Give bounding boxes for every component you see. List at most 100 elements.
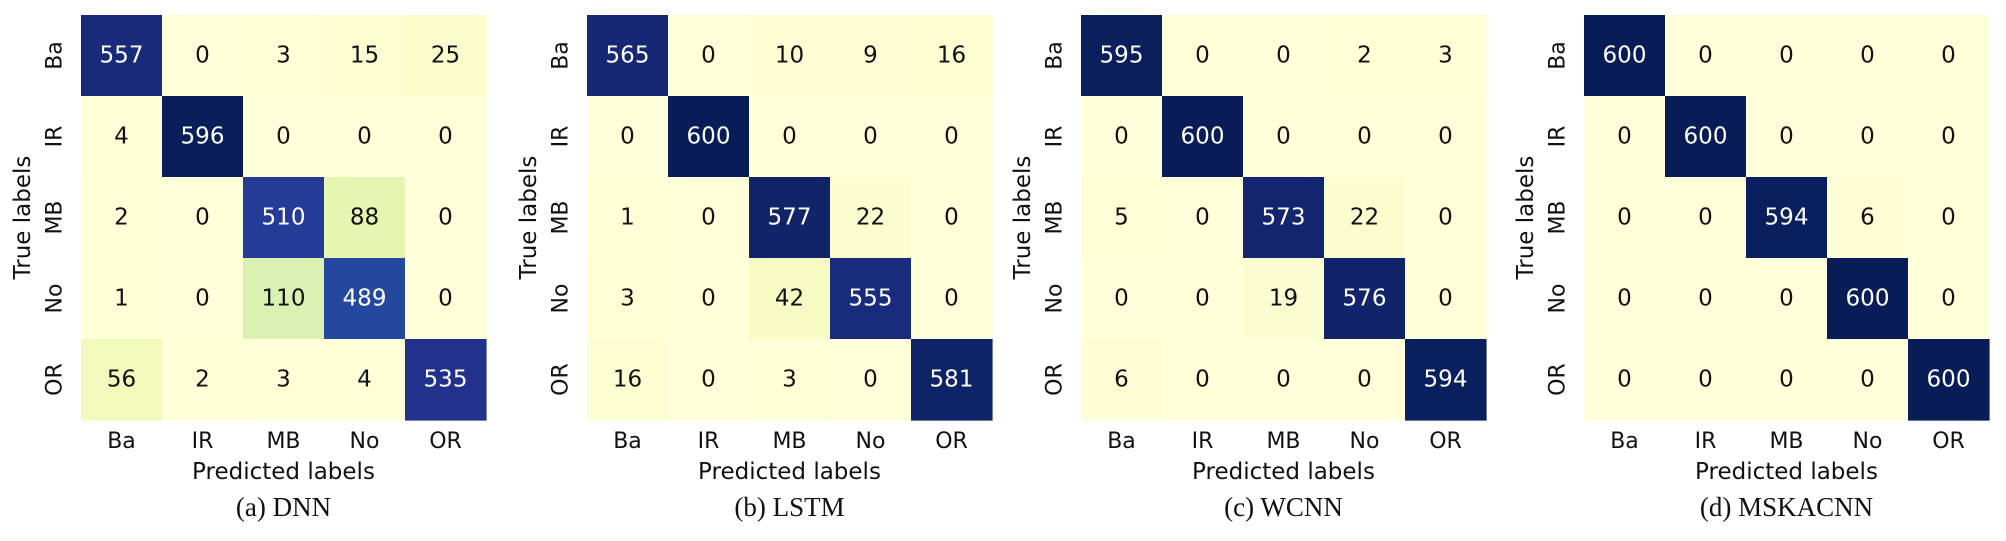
heatmap-cell bbox=[587, 96, 669, 178]
cell-value-label: 3 bbox=[276, 367, 291, 393]
heatmap-cell bbox=[324, 96, 406, 178]
cell-value-label: 0 bbox=[1276, 367, 1291, 393]
cell-value-label: 0 bbox=[620, 124, 635, 150]
cell-value-label: 489 bbox=[343, 286, 387, 312]
cell-value-label: 2 bbox=[1357, 43, 1372, 69]
cell-value-label: 600 bbox=[1927, 367, 1971, 393]
cell-value-label: 600 bbox=[1846, 286, 1890, 312]
heatmap-cell bbox=[1324, 177, 1406, 259]
heatmap-cell bbox=[1908, 15, 1990, 97]
y-tick-label: OR bbox=[549, 363, 574, 396]
heatmap-cell bbox=[243, 15, 325, 97]
cell-value-label: 596 bbox=[181, 124, 225, 150]
x-axis-label: Predicted labels bbox=[1192, 459, 1375, 485]
heatmap-cell bbox=[1405, 258, 1487, 340]
cell-value-label: 22 bbox=[856, 205, 885, 231]
heatmap-cell bbox=[830, 339, 912, 421]
cell-value-label: 0 bbox=[1779, 124, 1794, 150]
x-tick-label: Ba bbox=[107, 429, 136, 454]
heatmap-cell bbox=[1584, 15, 1666, 97]
heatmap-cell bbox=[1324, 15, 1406, 97]
heatmap-cell bbox=[668, 96, 750, 178]
cell-value-label: 594 bbox=[1765, 205, 1809, 231]
cell-value-label: 0 bbox=[701, 43, 716, 69]
y-tick-label: MB bbox=[549, 200, 574, 234]
panel-caption: (c) WCNN bbox=[1224, 492, 1343, 522]
cell-value-label: 0 bbox=[1698, 286, 1713, 312]
y-tick-label: MB bbox=[1043, 200, 1068, 234]
heatmap-cell bbox=[324, 177, 406, 259]
cell-value-label: 595 bbox=[1100, 43, 1144, 69]
x-tick-label: No bbox=[350, 429, 380, 454]
heatmap-cell bbox=[911, 258, 993, 340]
cell-value-label: 0 bbox=[1195, 286, 1210, 312]
heatmap-cell bbox=[587, 15, 669, 97]
x-tick-label: Ba bbox=[613, 429, 642, 454]
heatmap-cell bbox=[1584, 339, 1666, 421]
heatmap-cell bbox=[749, 15, 831, 97]
heatmap-cell bbox=[1746, 96, 1828, 178]
heatmap-cell bbox=[162, 96, 244, 178]
cell-value-label: 0 bbox=[1438, 124, 1453, 150]
heatmap-cell bbox=[830, 96, 912, 178]
cell-value-label: 3 bbox=[620, 286, 635, 312]
heatmap-cell bbox=[324, 15, 406, 97]
cell-value-label: 0 bbox=[863, 124, 878, 150]
cell-value-label: 0 bbox=[438, 286, 453, 312]
heatmap-cell bbox=[1405, 96, 1487, 178]
cell-value-label: 0 bbox=[1779, 286, 1794, 312]
y-tick-label: OR bbox=[43, 363, 68, 396]
x-tick-label: Ba bbox=[1107, 429, 1136, 454]
cell-value-label: 0 bbox=[1357, 367, 1372, 393]
cell-value-label: 3 bbox=[1438, 43, 1453, 69]
cell-value-label: 577 bbox=[768, 205, 812, 231]
cell-value-label: 42 bbox=[775, 286, 804, 312]
heatmap-cell bbox=[911, 339, 993, 421]
heatmap-cell bbox=[243, 258, 325, 340]
y-tick-label: Ba bbox=[43, 41, 68, 70]
cell-value-label: 0 bbox=[1941, 124, 1956, 150]
heatmap-cell bbox=[1324, 339, 1406, 421]
cell-value-label: 0 bbox=[357, 124, 372, 150]
cell-value-label: 110 bbox=[262, 286, 306, 312]
y-tick-label: No bbox=[1546, 284, 1571, 314]
heatmap-cell bbox=[1324, 258, 1406, 340]
heatmap-cell bbox=[1908, 177, 1990, 259]
heatmap-cell bbox=[81, 177, 163, 259]
cell-value-label: 594 bbox=[1424, 367, 1468, 393]
heatmap-cell bbox=[1665, 258, 1747, 340]
heatmap-cell bbox=[1908, 96, 1990, 178]
heatmap-cell bbox=[1405, 15, 1487, 97]
cell-value-label: 0 bbox=[701, 286, 716, 312]
cell-value-label: 0 bbox=[1698, 205, 1713, 231]
heatmap-panel: 565 0 10 9 160 600 0 0 01 0 577 22 03 0 42 555 016 0 3 0 581… bbox=[516, 15, 993, 522]
heatmap-cell bbox=[1827, 15, 1909, 97]
heatmap-cell bbox=[1584, 258, 1666, 340]
cell-value-label: 0 bbox=[1195, 367, 1210, 393]
x-tick-label: OR bbox=[1429, 429, 1462, 454]
heatmap-cell bbox=[1665, 96, 1747, 178]
cell-value-label: 0 bbox=[195, 286, 210, 312]
heatmap-cell bbox=[405, 96, 487, 178]
cell-value-label: 600 bbox=[1603, 43, 1647, 69]
heatmap-cell bbox=[1665, 15, 1747, 97]
y-tick-label: IR bbox=[1043, 126, 1068, 148]
heatmap-cell bbox=[1243, 15, 1325, 97]
heatmap-cell bbox=[405, 15, 487, 97]
y-tick-label: IR bbox=[43, 126, 68, 148]
cell-value-label: 0 bbox=[1114, 286, 1129, 312]
panel-caption: (a) DNN bbox=[236, 492, 331, 522]
y-tick-label: No bbox=[43, 284, 68, 314]
y-tick-label: IR bbox=[1546, 126, 1571, 148]
cell-value-label: 15 bbox=[350, 43, 379, 69]
x-tick-label: No bbox=[856, 429, 886, 454]
cell-value-label: 0 bbox=[1617, 124, 1632, 150]
x-axis-label: Predicted labels bbox=[698, 459, 881, 485]
y-tick-label: MB bbox=[1546, 200, 1571, 234]
heatmap-cell bbox=[668, 339, 750, 421]
heatmap-cell bbox=[1081, 177, 1163, 259]
heatmap-cell bbox=[81, 258, 163, 340]
heatmap-cell bbox=[1162, 177, 1244, 259]
heatmap-cell bbox=[749, 96, 831, 178]
